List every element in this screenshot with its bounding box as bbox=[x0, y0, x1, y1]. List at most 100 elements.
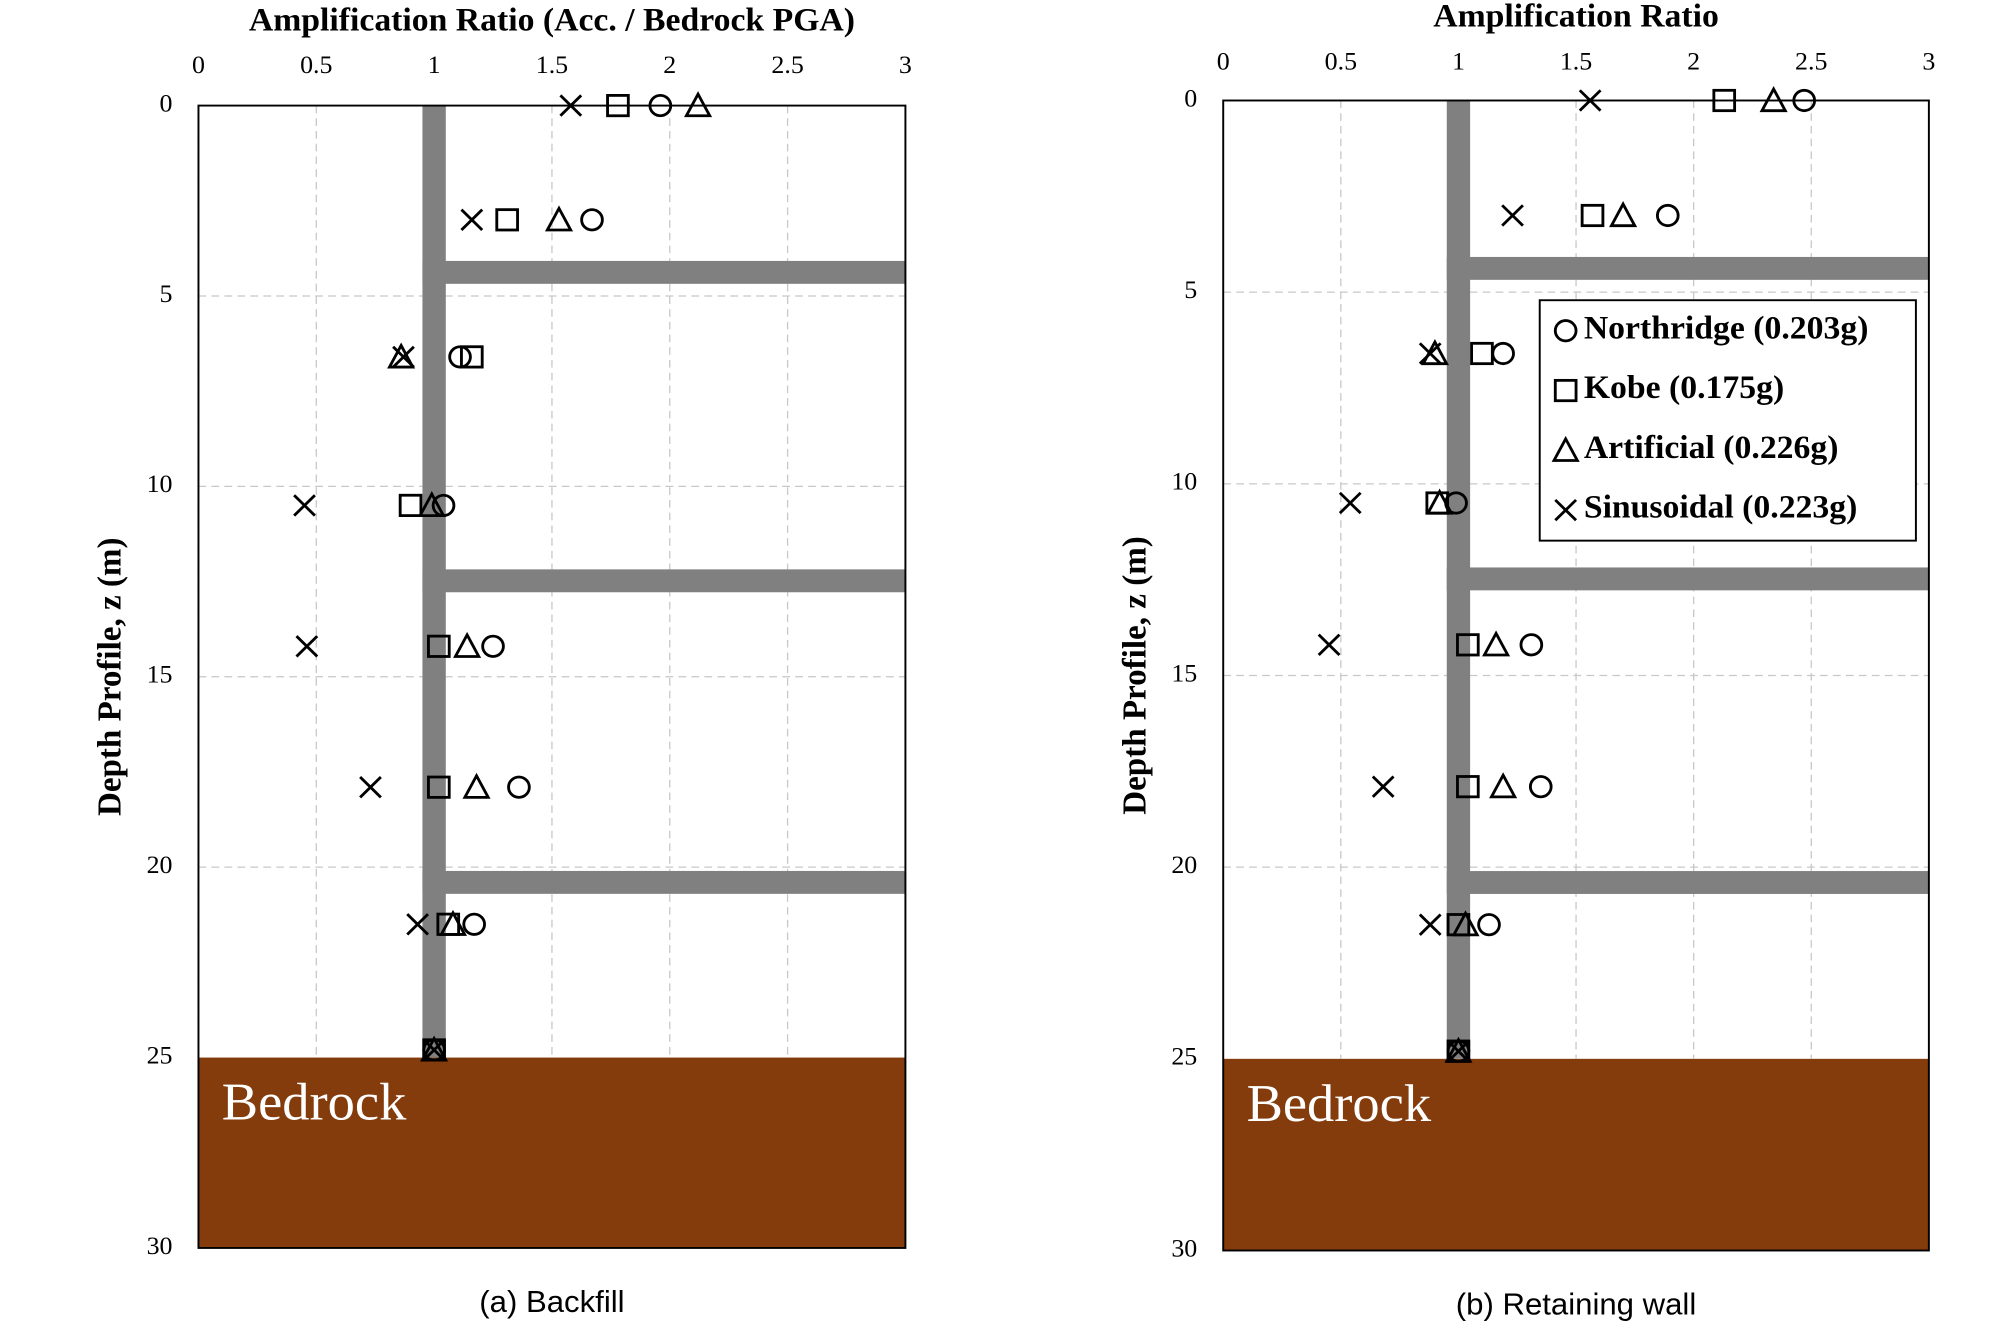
marker-circle bbox=[1528, 775, 1553, 799]
wall-strut bbox=[422, 569, 906, 593]
y-tick-label: 30 bbox=[147, 1231, 173, 1260]
marker-triangle bbox=[683, 91, 713, 118]
wall-strut bbox=[422, 260, 906, 284]
y-tick-label: 5 bbox=[1184, 275, 1197, 304]
y-tick-label: 15 bbox=[1171, 659, 1197, 688]
marker-cross bbox=[295, 635, 319, 658]
marker-cross bbox=[1554, 498, 1578, 522]
marker-circle bbox=[1477, 913, 1501, 937]
y-tick-label: 10 bbox=[147, 469, 173, 498]
caption: (a) Backfill bbox=[479, 1284, 624, 1319]
y-tick-label: 30 bbox=[1171, 1234, 1197, 1263]
x-tick-label: 2.5 bbox=[1795, 47, 1827, 76]
marker-cross bbox=[293, 494, 316, 517]
wall-strut bbox=[422, 870, 906, 894]
marker-triangle bbox=[1759, 86, 1788, 113]
chart-title: Amplification Ratio bbox=[1433, 0, 1719, 35]
marker-triangle bbox=[1444, 1036, 1473, 1063]
marker-triangle bbox=[438, 909, 468, 936]
marker-square bbox=[427, 775, 451, 799]
legend-label: Kobe (0.175g) bbox=[1584, 369, 1784, 406]
y-tick-label: 5 bbox=[160, 279, 173, 308]
plot-frame bbox=[197, 104, 907, 1249]
y-tick-label: 25 bbox=[1171, 1042, 1197, 1071]
marker-circle bbox=[1655, 203, 1680, 228]
marker-square bbox=[1712, 88, 1737, 113]
x-tick-label: 0.5 bbox=[300, 50, 332, 79]
marker-circle bbox=[1792, 88, 1817, 113]
marker-triangle bbox=[1482, 630, 1511, 657]
marker-circle bbox=[648, 94, 673, 118]
marker-triangle bbox=[387, 342, 416, 369]
marker-circle bbox=[481, 634, 505, 658]
legend-label: Artificial (0.226g) bbox=[1584, 429, 1839, 466]
marker-circle bbox=[462, 912, 486, 936]
chart-title: Amplification Ratio (Acc. / Bedrock PGA) bbox=[249, 2, 855, 39]
y-tick-label: 10 bbox=[1171, 467, 1197, 496]
y-tick-label: 20 bbox=[1171, 850, 1197, 879]
marker-cross bbox=[406, 913, 430, 936]
marker-triangle bbox=[420, 1035, 449, 1062]
marker-circle bbox=[580, 208, 604, 232]
caption: (b) Retaining wall bbox=[1456, 1287, 1696, 1322]
marker-cross bbox=[1317, 633, 1341, 656]
marker-cross bbox=[1447, 1039, 1470, 1063]
y-axis-label: Depth Profile, z (m) bbox=[91, 538, 128, 817]
marker-circle bbox=[1553, 319, 1578, 343]
marker-cross bbox=[460, 208, 484, 231]
x-tick-label: 1.5 bbox=[536, 50, 568, 79]
marker-cross bbox=[1418, 913, 1442, 936]
marker-triangle bbox=[1420, 339, 1449, 366]
wall-strut bbox=[1446, 256, 1929, 280]
marker-square bbox=[398, 493, 423, 517]
marker-cross bbox=[359, 776, 382, 799]
bedrock-region bbox=[1223, 1058, 1929, 1251]
marker-triangle bbox=[1489, 772, 1518, 799]
x-tick-label: 1 bbox=[1452, 47, 1465, 76]
y-axis-label: Depth Profile, z (m) bbox=[1116, 536, 1153, 815]
x-tick-label: 2 bbox=[1687, 47, 1700, 76]
wall-strut bbox=[1446, 567, 1929, 591]
x-tick-label: 3 bbox=[899, 50, 912, 79]
marker-circle bbox=[507, 775, 531, 799]
marker-square bbox=[1553, 378, 1578, 403]
marker-triangle bbox=[1451, 910, 1480, 937]
plot-frame bbox=[1222, 99, 1930, 1252]
x-tick-label: 1 bbox=[428, 50, 441, 79]
marker-cross bbox=[392, 345, 415, 369]
x-tick-label: 0 bbox=[1217, 47, 1230, 76]
y-tick-label: 20 bbox=[147, 850, 173, 879]
marker-square bbox=[1456, 633, 1480, 657]
y-tick-label: 15 bbox=[147, 660, 173, 689]
marker-circle bbox=[1491, 341, 1515, 366]
marker-cross bbox=[1338, 491, 1362, 515]
marker-triangle bbox=[417, 490, 446, 517]
legend-label: Northridge (0.203g) bbox=[1584, 310, 1869, 347]
marker-cross bbox=[1501, 204, 1524, 227]
marker-cross bbox=[559, 94, 583, 117]
y-tick-label: 25 bbox=[147, 1041, 173, 1070]
marker-square bbox=[1470, 341, 1494, 366]
marker-square bbox=[1456, 775, 1480, 799]
x-tick-label: 0.5 bbox=[1325, 47, 1357, 76]
x-tick-label: 1.5 bbox=[1560, 47, 1592, 76]
marker-cross bbox=[422, 1038, 446, 1062]
marker-triangle bbox=[1551, 435, 1580, 462]
marker-triangle bbox=[453, 631, 482, 658]
marker-square bbox=[427, 634, 451, 658]
marker-square bbox=[495, 208, 519, 232]
marker-square bbox=[460, 345, 484, 369]
y-tick-label: 0 bbox=[160, 89, 173, 118]
legend-box bbox=[1538, 299, 1917, 542]
x-tick-label: 3 bbox=[1922, 47, 1935, 76]
marker-cross bbox=[1578, 89, 1602, 112]
marker-cross bbox=[1418, 342, 1442, 365]
marker-triangle bbox=[462, 772, 491, 799]
bedrock-region bbox=[198, 1057, 906, 1248]
region-label: Bedrock bbox=[222, 1072, 407, 1131]
region-label: Bedrock bbox=[1247, 1073, 1432, 1132]
marker-circle bbox=[1519, 633, 1544, 657]
x-tick-label: 2.5 bbox=[771, 50, 803, 79]
